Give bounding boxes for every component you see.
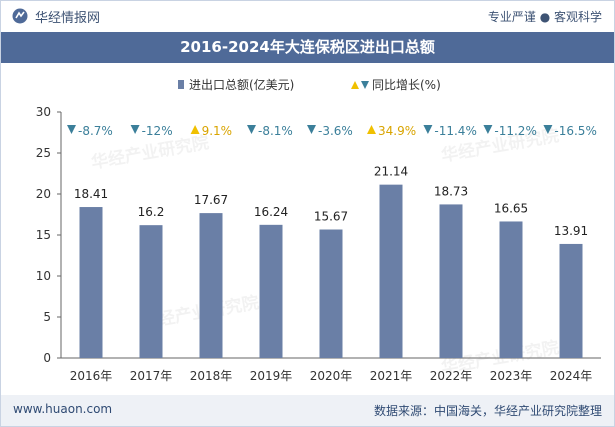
growth-down-icon — [247, 125, 256, 134]
bar-value-label: 18.41 — [74, 187, 108, 201]
growth-label: -11.4% — [434, 124, 476, 138]
legend-bar-swatch — [178, 80, 184, 89]
x-tick-label: 2022年 — [430, 369, 473, 383]
y-tick-label: 15 — [36, 228, 51, 242]
growth-up-icon — [367, 125, 376, 134]
top-bar: 华经情报网 专业严谨 ● 客观科学 — [1, 1, 614, 31]
x-tick-label: 2016年 — [70, 369, 113, 383]
growth-label: -16.5% — [554, 124, 596, 138]
legend-up-triangle-icon — [351, 81, 359, 89]
bar — [559, 243, 583, 358]
brand-name: 华经情报网 — [35, 11, 101, 26]
watermark-text: 华经产业研究院 — [90, 132, 211, 173]
growth-up-icon — [190, 125, 200, 134]
bar-value-label: 17.67 — [194, 193, 228, 207]
tagline: 专业严谨 ● 客观科学 — [487, 10, 602, 24]
bar-value-label: 21.14 — [374, 165, 408, 179]
bar — [439, 204, 463, 358]
bar — [139, 225, 163, 358]
bar — [79, 207, 103, 358]
bar — [499, 221, 523, 358]
growth-label: -11.2% — [494, 124, 536, 138]
bar-value-label: 18.73 — [434, 184, 468, 198]
title-bar: 2016-2024年大连保税区进出口总额 — [1, 32, 614, 63]
logo-icon — [12, 8, 28, 24]
x-tick-label: 2018年 — [190, 369, 233, 383]
bar-value-label: 16.24 — [254, 205, 288, 219]
y-tick-label: 5 — [43, 310, 51, 324]
x-tick-label: 2017年 — [130, 369, 173, 383]
growth-down-icon — [130, 125, 140, 134]
bar-value-label: 16.2 — [138, 205, 165, 219]
bar — [379, 184, 403, 358]
y-tick-label: 0 — [43, 351, 51, 365]
growth-label: -8.1% — [258, 124, 293, 138]
legend-bar-label: 进出口总额(亿美元) — [189, 77, 294, 92]
growth-down-icon — [543, 125, 553, 134]
growth-label: -8.7% — [78, 124, 113, 138]
y-tick-label: 30 — [36, 105, 51, 119]
bar — [199, 213, 223, 358]
growth-down-icon — [423, 125, 433, 134]
bar — [319, 229, 343, 358]
growth-down-icon — [483, 125, 493, 134]
legend-growth-label: 同比增长(%) — [372, 78, 441, 92]
y-tick-label: 20 — [36, 187, 51, 201]
bar-value-label: 15.67 — [314, 210, 348, 224]
growth-label: -3.6% — [318, 124, 353, 138]
x-tick-label: 2024年 — [550, 369, 593, 383]
y-tick-label: 25 — [36, 146, 51, 160]
bar-value-label: 13.91 — [554, 224, 588, 238]
data-source: 数据来源：中国海关，华经产业研究院整理 — [373, 404, 602, 418]
x-tick-label: 2019年 — [250, 369, 293, 383]
legend-down-triangle-icon — [361, 81, 369, 89]
x-tick-label: 2021年 — [370, 369, 413, 383]
x-tick-label: 2023年 — [490, 369, 533, 383]
bar-value-label: 16.65 — [494, 201, 528, 215]
bar-chart: 华经产业研究院华经产业研究院华经产业研究院华经产业研究院进出口总额(亿美元)同比… — [36, 77, 601, 383]
x-tick-label: 2020年 — [310, 369, 353, 383]
website-link[interactable]: www.huaon.com — [13, 402, 113, 416]
y-tick-label: 10 — [36, 269, 51, 283]
growth-down-icon — [67, 125, 76, 134]
growth-down-icon — [307, 125, 316, 134]
bar — [259, 224, 283, 358]
chart-title: 2016-2024年大连保税区进出口总额 — [180, 38, 435, 56]
growth-label: -12% — [142, 124, 173, 138]
footer-bar: www.huaon.com 数据来源：中国海关，华经产业研究院整理 — [1, 395, 614, 426]
growth-label: 34.9% — [378, 124, 416, 138]
growth-label: 9.1% — [202, 124, 233, 138]
